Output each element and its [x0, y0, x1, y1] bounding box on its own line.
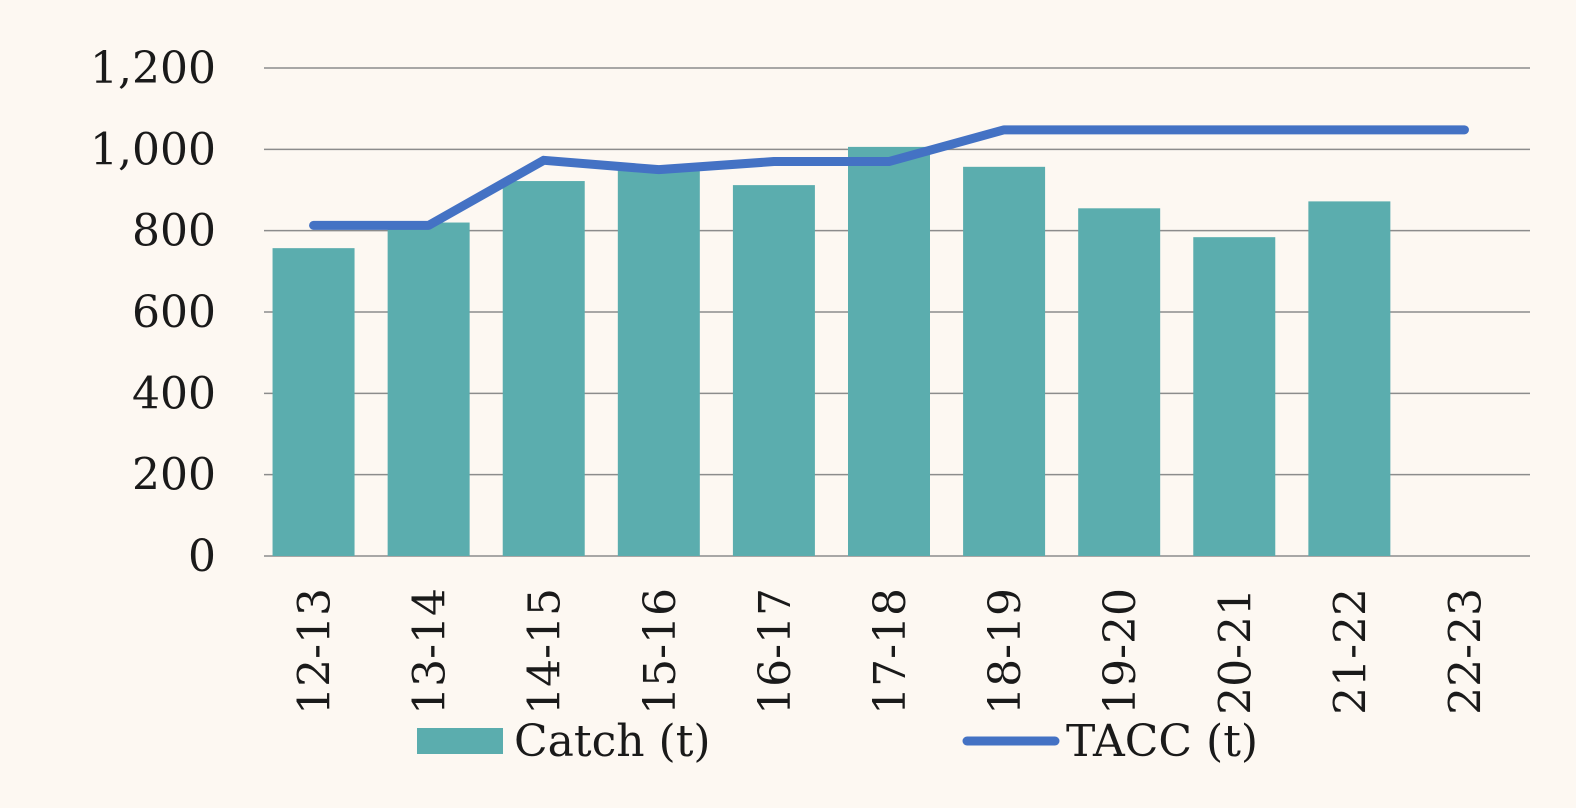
- catch-bar: [848, 146, 930, 557]
- x-tick-label: 14-15: [520, 588, 571, 715]
- x-tick-label: 17-18: [865, 588, 916, 715]
- y-tick-label: 400: [132, 368, 216, 419]
- x-tick-label: 19-20: [1095, 588, 1146, 715]
- catch-bar: [1078, 208, 1161, 557]
- y-tick-label: 800: [132, 206, 216, 257]
- x-tick-label: 16-17: [750, 588, 801, 715]
- catch-bar: [502, 181, 585, 556]
- x-tick-label: 15-16: [635, 588, 686, 715]
- catch-bar: [1193, 237, 1276, 556]
- y-tick-label: 200: [132, 450, 216, 501]
- x-tick-label: 13-14: [405, 588, 456, 715]
- x-tick-label: 22-23: [1440, 588, 1491, 715]
- tacc-line-group: [309, 125, 1469, 230]
- y-axis-tick-labels: 0 200 400 600 800 1,000 1,200: [90, 43, 216, 582]
- tacc-line: [309, 125, 1469, 230]
- catch-bar: [272, 248, 355, 557]
- legend-swatch-catch: [417, 728, 503, 754]
- legend-label-catch: Catch (t): [514, 716, 711, 767]
- catch-bar: [732, 185, 815, 556]
- catch-bar: [387, 222, 470, 557]
- y-tick-label: 600: [132, 287, 216, 338]
- legend: Catch (t) TACC (t): [417, 716, 1258, 767]
- x-axis-tick-labels: 12-13 13-14 14-15 15-16 16-17 17-18 18-19 19-20…: [290, 588, 1492, 715]
- x-tick-label: 12-13: [290, 588, 341, 715]
- catch-bars: [272, 146, 1391, 557]
- y-tick-label: 1,000: [90, 124, 216, 175]
- catch-bar: [617, 165, 700, 556]
- x-tick-label: 18-19: [980, 588, 1031, 715]
- y-tick-label: 0: [188, 531, 216, 582]
- y-tick-label: 1,200: [90, 43, 216, 94]
- catch-bar: [1308, 201, 1391, 557]
- catch-bar: [963, 166, 1046, 556]
- x-tick-label: 21-22: [1325, 588, 1376, 715]
- x-tick-label: 20-21: [1210, 588, 1261, 715]
- legend-label-tacc: TACC (t): [1066, 716, 1258, 767]
